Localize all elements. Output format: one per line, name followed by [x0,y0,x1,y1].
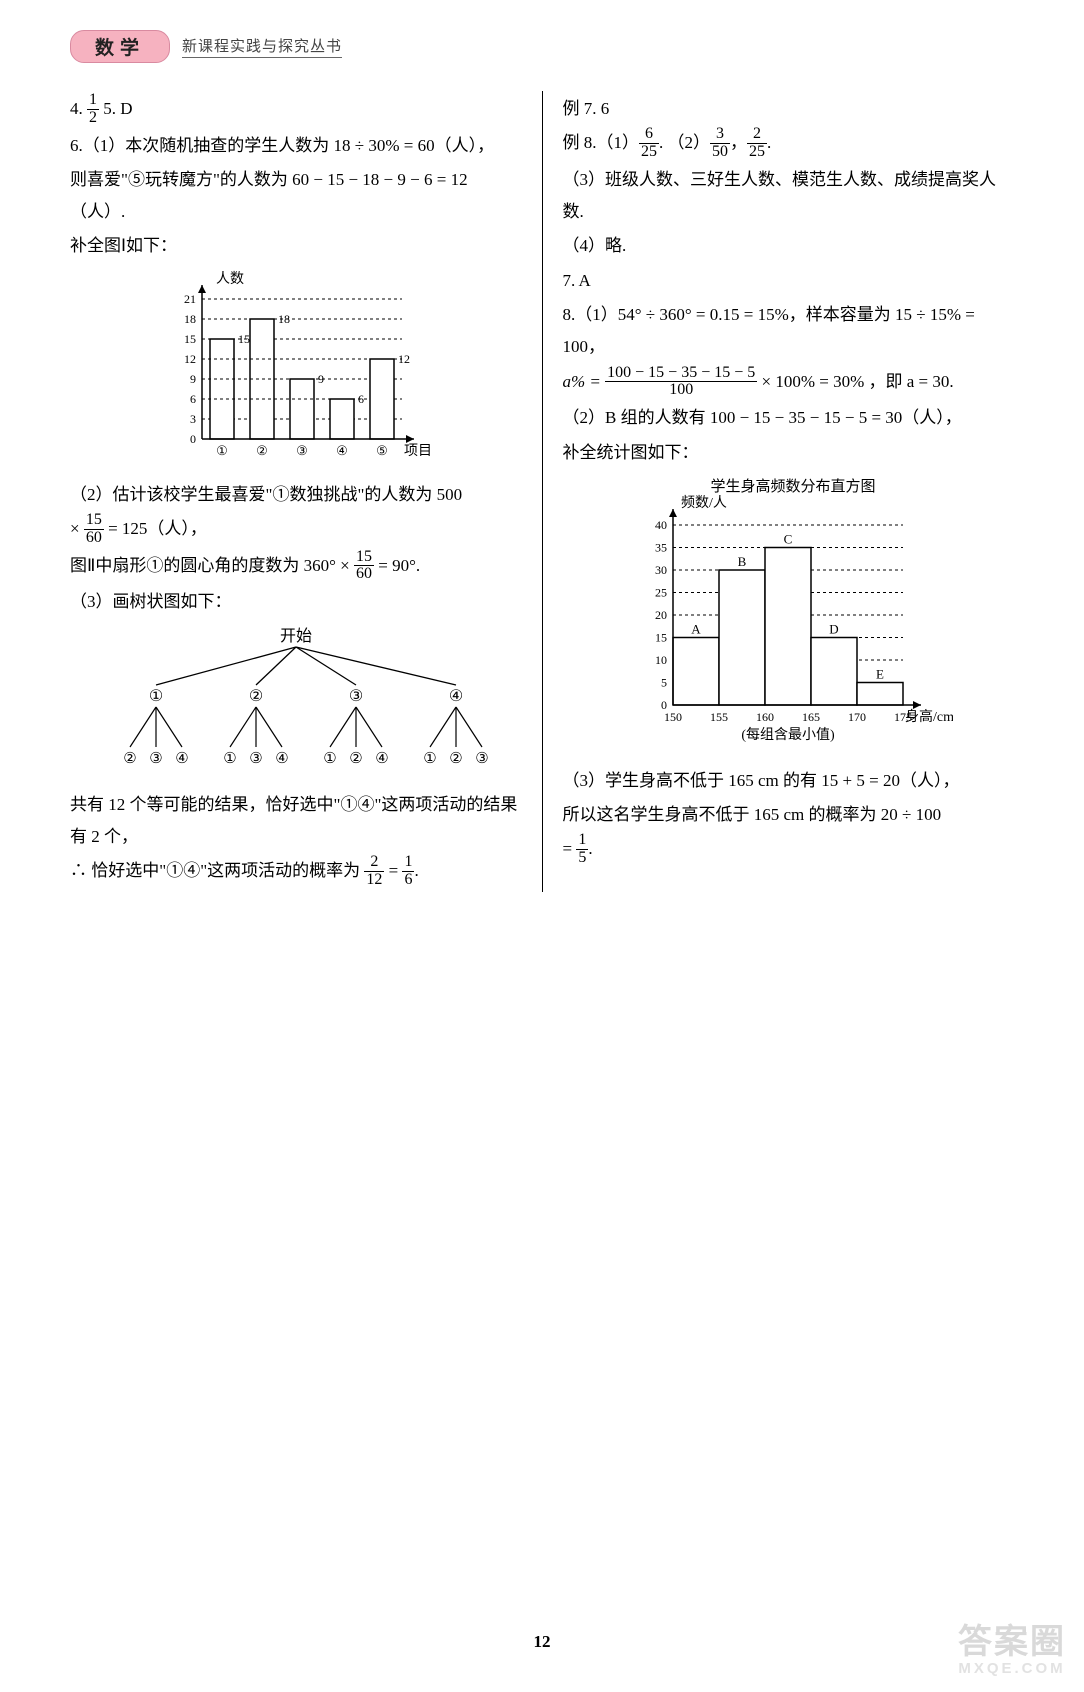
svg-text:170: 170 [848,710,866,724]
svg-text:①: ① [223,751,236,767]
tree-diagram: 开始①②③④②①③④③①②④④①②③ [70,623,522,783]
svg-text:B: B [738,554,747,569]
svg-text:6: 6 [190,392,196,406]
q7: 7. A [563,265,1015,297]
right-column: 例 7. 6 例 8.（1）625. （2）350，225. （3）班级人数、三… [543,91,1015,892]
svg-text:②: ② [449,751,462,767]
svg-text:25: 25 [655,585,667,599]
svg-text:A: A [692,621,702,636]
bar-chart-2: 学生身高频数分布直方图5101520253035400ABCDE15015516… [563,475,1015,755]
svg-text:21: 21 [184,292,196,306]
svg-text:15: 15 [238,332,250,346]
svg-text:④: ④ [375,751,388,767]
q6-1c: 补全图Ⅰ如下： [70,230,522,262]
svg-text:②: ② [249,688,263,705]
svg-text:12: 12 [398,352,410,366]
svg-text:③: ③ [296,443,308,458]
svg-text:5: 5 [661,675,667,689]
svg-text:③: ③ [149,751,162,767]
svg-text:15: 15 [655,630,667,644]
svg-text:②: ② [349,751,362,767]
q6-3c: ∴ 恰好选中"①④"这两项活动的概率为 212 = 16. [70,855,522,890]
svg-text:④: ④ [336,443,348,458]
q8-2: （2）B 组的人数有 100 − 15 − 35 − 15 − 5 = 30（人… [563,402,1015,434]
svg-text:①: ① [149,688,163,705]
q8-3c: = 15. [563,833,1015,868]
svg-text:6: 6 [358,392,364,406]
svg-text:③: ③ [475,751,488,767]
svg-text:160: 160 [756,710,774,724]
q6-1: 6.（1）本次随机抽查的学生人数为 18 ÷ 30% = 60（人）， [70,130,522,162]
q8-2b: 补全统计图如下： [563,437,1015,469]
svg-text:10: 10 [655,653,667,667]
ex8-3: （3）班级人数、三好生人数、模范生人数、成绩提高奖人数. [563,164,1015,229]
svg-text:D: D [830,621,839,636]
q6-3: （3）画树状图如下： [70,586,522,618]
svg-text:学生身高频数分布直方图: 学生身高频数分布直方图 [711,478,876,495]
svg-text:35: 35 [655,540,667,554]
svg-text:30: 30 [655,563,667,577]
subject-badge: 数学 [70,30,170,63]
svg-text:②: ② [256,443,268,458]
svg-text:9: 9 [318,372,324,386]
svg-text:(每组含最小值): (每组含最小值) [742,727,836,743]
svg-text:155: 155 [710,710,728,724]
svg-text:C: C [784,531,793,546]
svg-text:165: 165 [802,710,820,724]
svg-text:3: 3 [190,412,196,426]
svg-text:④: ④ [175,751,188,767]
left-column: 4. 12 5. D 6.（1）本次随机抽查的学生人数为 18 ÷ 30% = … [70,91,543,892]
svg-text:12: 12 [184,352,196,366]
svg-text:150: 150 [664,710,682,724]
svg-text:20: 20 [655,608,667,622]
svg-text:18: 18 [184,312,196,326]
svg-text:①: ① [323,751,336,767]
page-number: 12 [70,1632,1014,1652]
svg-text:③: ③ [349,688,363,705]
svg-text:0: 0 [190,432,196,446]
ex8-1-2: 例 8.（1）625. （2）350，225. [563,127,1015,162]
svg-text:⑤: ⑤ [376,443,388,458]
q8-1b: a% = 100 − 15 − 35 − 15 − 5100 × 100% = … [563,366,1015,401]
series-title: 新课程实践与探究丛书 [182,35,342,58]
q6-2: （2）估计该校学生最喜爱"①数独挑战"的人数为 500 [70,479,522,511]
svg-text:③: ③ [249,751,262,767]
svg-text:40: 40 [655,518,667,532]
svg-text:④: ④ [275,751,288,767]
svg-text:①: ① [216,443,228,458]
q6-2b: × 1560 = 125（人）， [70,513,522,548]
svg-text:18: 18 [278,312,290,326]
q6-2c: 图Ⅱ中扇形①的圆心角的度数为 360° × 1560 = 90°. [70,550,522,585]
q8-3b: 所以这名学生身高不低于 165 cm 的概率为 20 ÷ 100 [563,799,1015,831]
svg-text:频数/人: 频数/人 [681,495,727,511]
svg-text:人数: 人数 [216,271,244,287]
svg-text:①: ① [423,751,436,767]
q6-3b: 共有 12 个等可能的结果，恰好选中"①④"这两项活动的结果有 2 个， [70,789,522,854]
svg-text:开始: 开始 [280,627,312,645]
svg-text:9: 9 [190,372,196,386]
svg-text:E: E [876,666,884,681]
svg-text:身高/cm: 身高/cm [905,708,953,725]
svg-text:项目: 项目 [404,444,432,459]
svg-text:15: 15 [184,332,196,346]
ex7: 例 7. 6 [563,93,1015,125]
q6-1b: 则喜爱"⑤玩转魔方"的人数为 60 − 15 − 18 − 9 − 6 = 12… [70,164,522,229]
svg-text:④: ④ [449,688,463,705]
watermark: 答案圈 MXQE.COM [958,1624,1066,1678]
q8-3: （3）学生身高不低于 165 cm 的有 15 + 5 = 20（人）， [563,765,1015,797]
ex8-4: （4）略. [563,230,1015,262]
page-header: 数学 新课程实践与探究丛书 [70,30,1014,63]
q8-1: 8.（1）54° ÷ 360° = 0.15 = 15%，样本容量为 15 ÷ … [563,299,1015,364]
answer-4-5: 4. 12 5. D [70,93,522,128]
svg-text:②: ② [123,751,136,767]
bar-chart-1: 3 6 9 12 15 18 21 0 15 ① 18 ② 9 ③ 6 ④ 12 ⑤ 人数项目 [70,269,522,469]
